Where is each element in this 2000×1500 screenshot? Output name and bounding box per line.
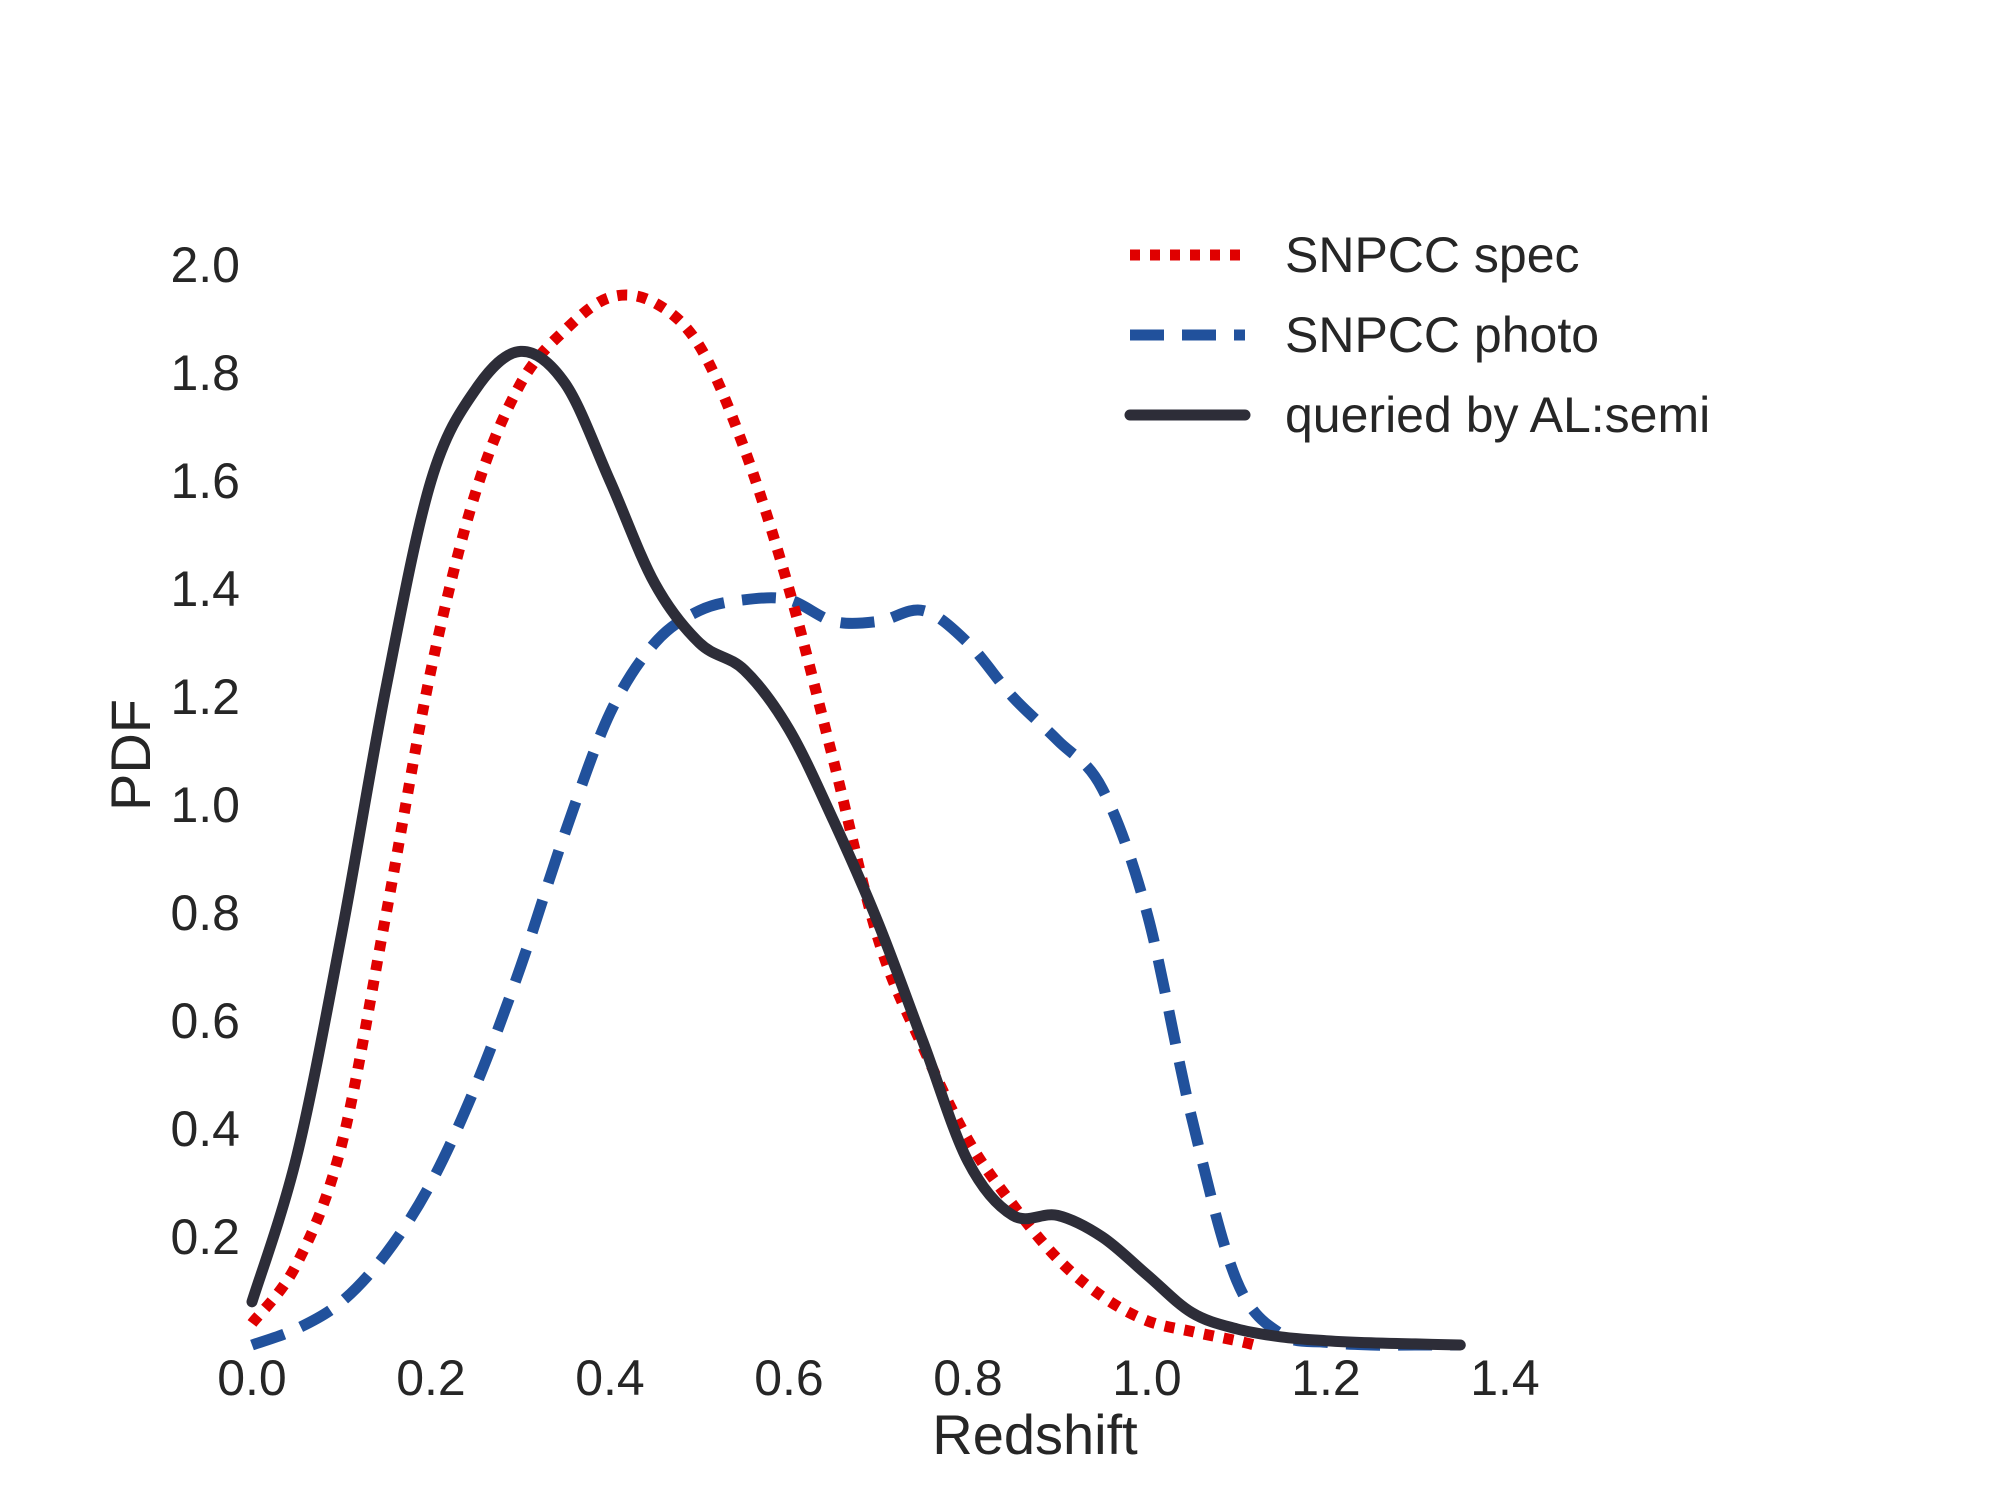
x-axis-ticks: 0.0 0.2 0.4 0.6 0.8 1.0 1.2 1.4 bbox=[217, 1350, 1540, 1406]
x-tick-label: 1.2 bbox=[1291, 1350, 1361, 1406]
series-lines bbox=[246, 289, 1466, 1351]
y-tick-label: 1.0 bbox=[170, 777, 240, 833]
series-line-snpcc-photo bbox=[250, 592, 1461, 1351]
y-tick-label: 1.6 bbox=[170, 453, 240, 509]
x-tick-label: 0.2 bbox=[396, 1350, 466, 1406]
y-axis-title: PDF bbox=[99, 699, 162, 811]
y-tick-label: 1.8 bbox=[170, 345, 240, 401]
legend-label-snpcc-photo: SNPCC photo bbox=[1285, 307, 1599, 363]
x-tick-label: 0.8 bbox=[933, 1350, 1003, 1406]
x-tick-label: 1.0 bbox=[1112, 1350, 1182, 1406]
y-tick-label: 1.2 bbox=[170, 669, 240, 725]
legend: SNPCC spec SNPCC photo queried by AL:semi bbox=[1124, 227, 1710, 443]
x-axis-title: Redshift bbox=[932, 1403, 1138, 1466]
y-tick-label: 0.4 bbox=[170, 1101, 240, 1157]
y-tick-label: 1.4 bbox=[170, 561, 240, 617]
y-tick-label: 0.2 bbox=[170, 1209, 240, 1265]
legend-label-snpcc-spec: SNPCC spec bbox=[1285, 227, 1580, 283]
x-tick-label: 0.0 bbox=[217, 1350, 287, 1406]
series-line-queried-by-al-semi bbox=[246, 345, 1466, 1351]
x-tick-label: 0.6 bbox=[754, 1350, 824, 1406]
y-tick-label: 0.8 bbox=[170, 885, 240, 941]
y-axis-ticks: 0.2 0.4 0.6 0.8 1.0 1.2 1.4 1.6 1.8 2.0 bbox=[170, 237, 240, 1265]
x-tick-label: 0.4 bbox=[575, 1350, 645, 1406]
y-tick-label: 0.6 bbox=[170, 993, 240, 1049]
legend-label-queried-by-al-semi: queried by AL:semi bbox=[1285, 387, 1710, 443]
y-tick-label: 2.0 bbox=[170, 237, 240, 293]
x-tick-label: 1.4 bbox=[1470, 1350, 1540, 1406]
series-line-snpcc-spec bbox=[247, 289, 1256, 1351]
